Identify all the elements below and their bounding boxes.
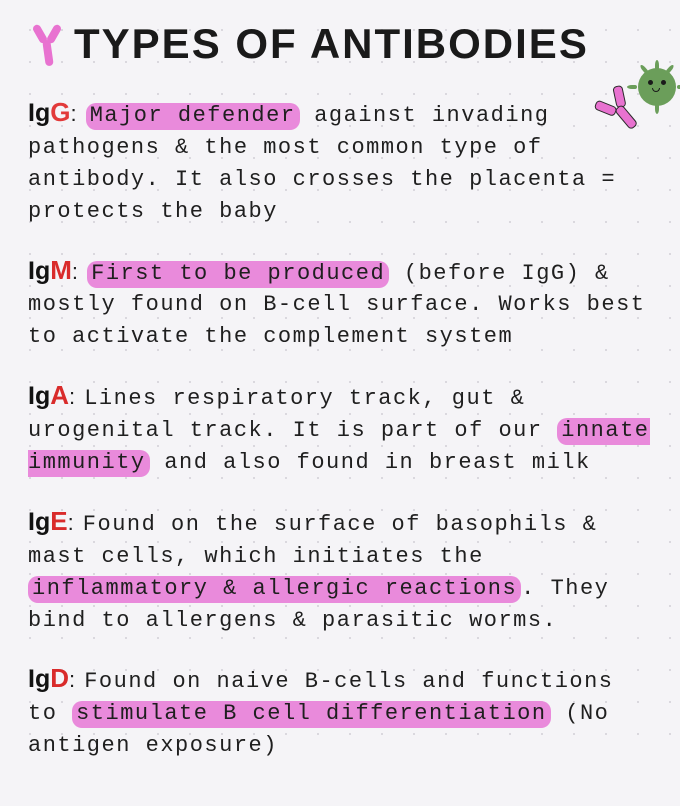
entry-igg: IgG: Major defender against invading pat… <box>28 94 652 228</box>
ig-letter-d: D <box>50 663 69 693</box>
ig-label: IgM <box>28 257 72 285</box>
highlight: inflammatory & allergic reactions <box>28 576 521 603</box>
entry-ige: IgE: Found on the surface of basophils &… <box>28 503 652 637</box>
highlight: Major defender <box>86 103 300 130</box>
page-title: TYPES OF ANTIBODIES <box>74 20 589 68</box>
entry-iga: IgA: Lines respiratory track, gut & urog… <box>28 377 652 479</box>
ig-label: IgE <box>28 508 68 536</box>
entry-igm: IgM: First to be produced (before IgG) &… <box>28 252 652 354</box>
entry-text: Found on the surface of basophils & mast… <box>28 512 597 569</box>
virus-icon <box>638 68 676 106</box>
title-row: TYPES OF ANTIBODIES <box>28 20 652 68</box>
ig-letter-a: A <box>50 380 69 410</box>
ig-label: IgG <box>28 99 70 127</box>
highlight: First to be produced <box>87 261 389 288</box>
entry-igd: IgD: Found on naive B-cells and function… <box>28 660 652 762</box>
corner-illustration <box>596 74 676 134</box>
entry-text: and also found in breast milk <box>150 450 591 475</box>
ig-label: IgD <box>28 665 69 693</box>
ig-letter-g: G <box>50 97 70 127</box>
page-content: TYPES OF ANTIBODIES IgG: Major defender … <box>0 0 680 806</box>
ig-letter-e: E <box>50 506 67 536</box>
entry-text: Lines respiratory track, gut & urogenita… <box>28 386 557 443</box>
ig-label: IgA <box>28 382 69 410</box>
ig-letter-m: M <box>50 255 72 285</box>
highlight: stimulate B cell differentiation <box>72 701 550 728</box>
antibody-y-icon <box>28 20 68 68</box>
